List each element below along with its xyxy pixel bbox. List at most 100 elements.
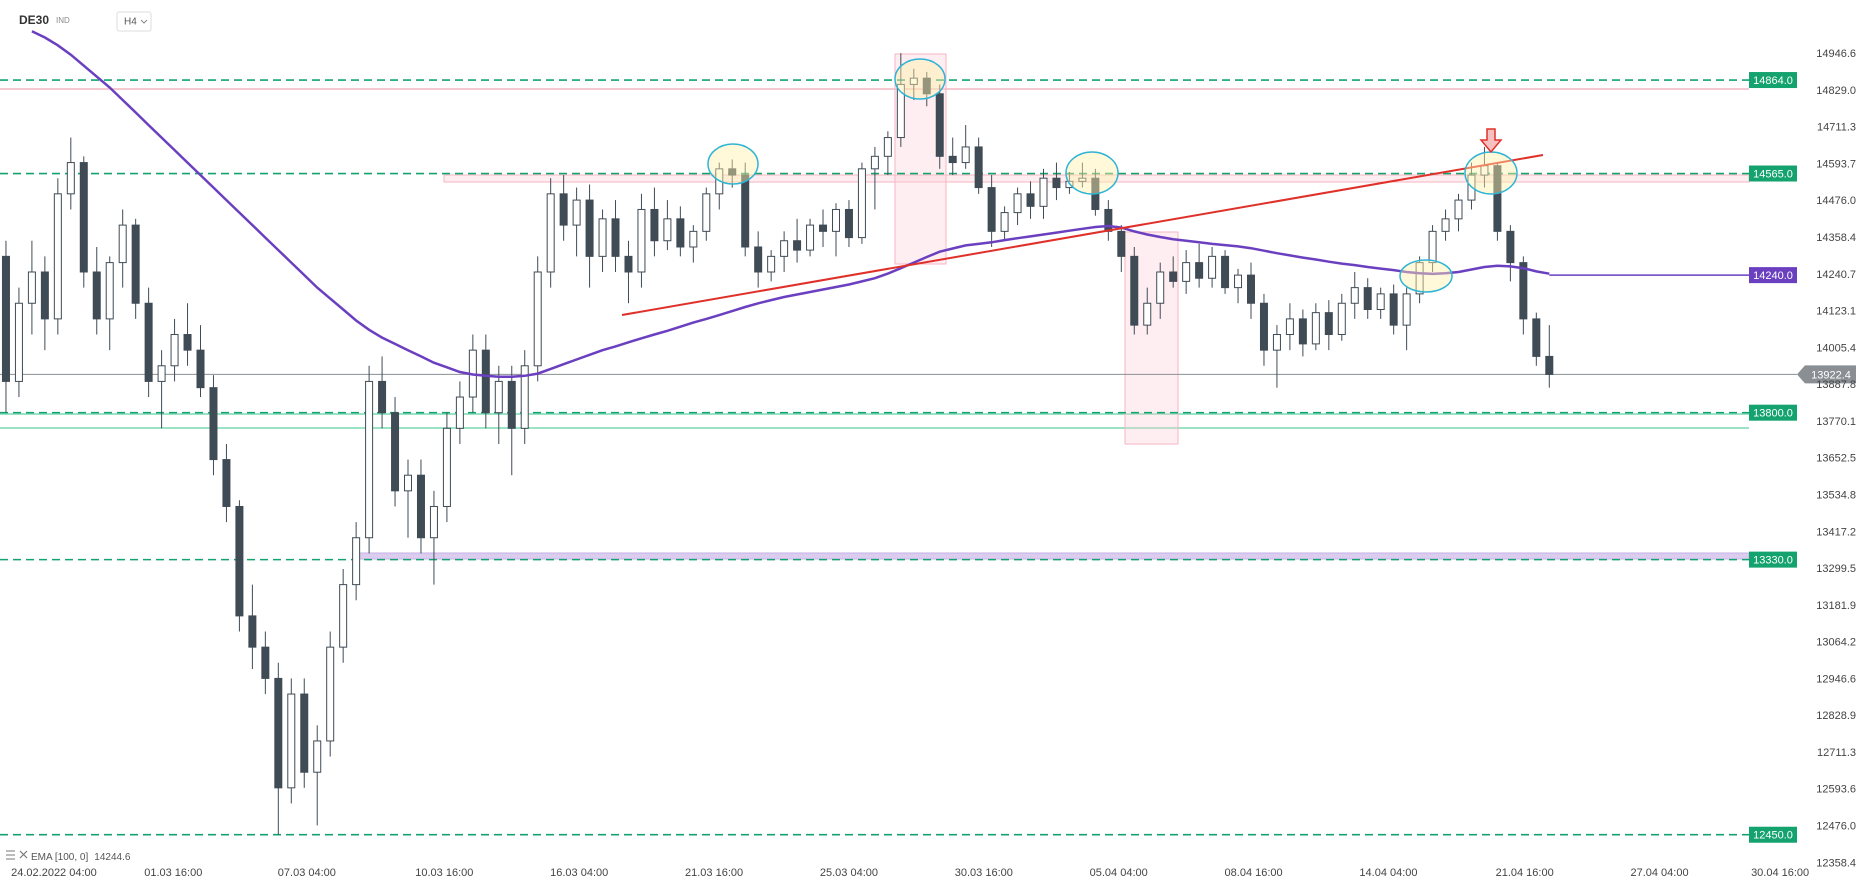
y-tick-label: 14711.3 [1817, 122, 1856, 134]
support-zone [356, 552, 1750, 560]
x-tick-label: 21.04 16:00 [1496, 867, 1554, 879]
level-label: 13330.0 [1753, 555, 1793, 567]
candle-body [248, 615, 257, 648]
indicator-name: EMA [100, 0] [31, 852, 88, 863]
x-tick-label: 24.02.2022 04:00 [11, 867, 97, 879]
candle-body [287, 693, 296, 789]
candle-body [896, 83, 905, 139]
y-tick-label: 13652.5 [1816, 453, 1856, 465]
y-tick-label: 13299.5 [1816, 563, 1856, 575]
y-tick-label: 14946.6 [1816, 48, 1856, 60]
candle-body [1311, 312, 1320, 345]
candle-body [1545, 355, 1554, 375]
y-tick-label: 14005.4 [1816, 342, 1856, 354]
candle-body [261, 646, 270, 679]
x-tick-label: 25.03 04:00 [820, 867, 878, 879]
x-tick-label: 21.03 16:00 [685, 867, 743, 879]
candle-body [1247, 274, 1256, 304]
candle-body [14, 302, 23, 382]
candle-body [40, 271, 49, 320]
candle-body [1013, 193, 1022, 214]
candle-body [1117, 230, 1126, 257]
remove-icon[interactable] [19, 850, 28, 859]
candle-body [442, 427, 451, 507]
settings-icon[interactable] [6, 850, 15, 860]
y-tick-label: 12828.9 [1816, 710, 1856, 722]
candle-body [1402, 293, 1411, 326]
y-tick-label: 13064.2 [1816, 637, 1856, 649]
x-tick-label: 16.03 04:00 [550, 867, 608, 879]
annotations-front: 14864.0 14565.0 13800.0 13330.0 12450.0 14240… [621, 58, 1856, 843]
candle-body [481, 349, 490, 414]
candle-body [391, 412, 400, 492]
candle-body [131, 224, 140, 304]
candle-body [1350, 287, 1359, 304]
x-tick-label: 30.03 16:00 [955, 867, 1013, 879]
signal-arrow [1479, 128, 1503, 154]
candle-body [689, 230, 698, 248]
candle-body [53, 193, 62, 320]
candle-body [1337, 302, 1346, 336]
candle-body [961, 146, 970, 164]
highlight-ellipse [894, 58, 946, 100]
candle-body [1221, 255, 1230, 289]
candle-body [1169, 271, 1178, 282]
candle-body [754, 246, 763, 273]
market: IND [56, 16, 70, 25]
timeframe[interactable]: H4 [124, 17, 137, 28]
candle-body [1156, 271, 1165, 304]
candle-body [339, 584, 348, 648]
y-tick-label: 12476.0 [1816, 821, 1856, 833]
highlight-ellipse [707, 143, 759, 185]
level-label-box [1749, 404, 1797, 421]
candle-body [1376, 293, 1385, 311]
x-tick-label: 08.04 16:00 [1225, 867, 1283, 879]
candle-body [352, 537, 361, 586]
ema-label-box [1749, 267, 1797, 284]
y-tick-label: 14593.7 [1816, 158, 1856, 170]
candle-body [948, 155, 957, 164]
level-label-box [1749, 826, 1797, 843]
candle-body [1182, 262, 1191, 282]
candle-body [520, 365, 529, 429]
candle-body [974, 146, 983, 189]
candle-body [429, 505, 438, 539]
candle-body [935, 93, 944, 157]
candle-body [650, 208, 659, 242]
ema-line [31, 30, 1550, 378]
highlight-ellipse [1399, 259, 1453, 293]
candle-body [637, 208, 646, 273]
candle-body [118, 224, 127, 264]
candle-body [1324, 312, 1333, 336]
candle-body [1, 255, 10, 382]
y-tick-label: 14476.0 [1816, 195, 1856, 207]
candle-body [1026, 193, 1035, 207]
ema-label: 14240.0 [1753, 270, 1793, 282]
candle-body [1506, 230, 1515, 264]
candle-body [209, 387, 218, 461]
candle-body [183, 334, 192, 351]
candle-body [274, 677, 283, 789]
timeframe-selector[interactable] [116, 11, 152, 32]
candle-body [780, 240, 789, 257]
candle-body [300, 693, 309, 773]
candle-body [1208, 255, 1217, 279]
candle-body [494, 380, 503, 414]
level-label: 14565.0 [1753, 168, 1793, 180]
candle-body [546, 193, 555, 273]
candle-body [909, 77, 918, 85]
candle-body [1285, 318, 1294, 336]
candle-body [1130, 255, 1139, 326]
candle-body [598, 218, 607, 257]
candle-body [1195, 262, 1204, 279]
candle-body [1078, 177, 1087, 182]
dropdown-icon[interactable] [140, 19, 148, 24]
x-tick-label: 07.03 04:00 [278, 867, 336, 879]
candle-body [1104, 208, 1113, 232]
candle-body [624, 255, 633, 273]
y-tick-label: 13417.2 [1816, 526, 1856, 538]
candle-body [793, 240, 802, 251]
candle-body [1441, 218, 1450, 232]
